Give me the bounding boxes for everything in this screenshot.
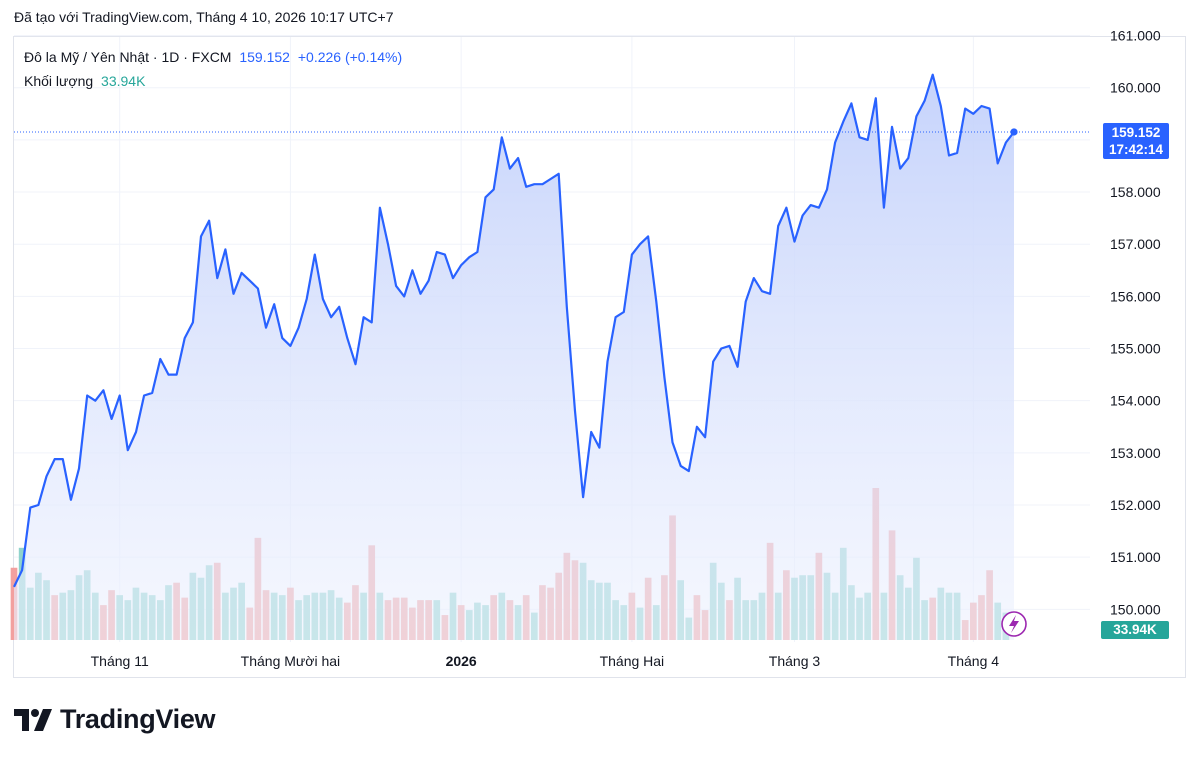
y-tick-label: 153.000 — [1110, 445, 1161, 461]
y-tick-label: 152.000 — [1110, 497, 1161, 513]
tradingview-logo[interactable]: TradingView — [14, 704, 216, 735]
y-tick-label: 161.000 — [1110, 28, 1161, 44]
lightning-icon[interactable] — [1001, 611, 1027, 637]
symbol-name[interactable]: Đô la Mỹ / Yên Nhật · 1D · FXCM — [24, 49, 232, 65]
x-tick-label: Tháng 11 — [91, 653, 149, 669]
volume-value: 33.94K — [101, 73, 146, 89]
last-price-dot — [1010, 128, 1018, 136]
y-tick-label: 160.000 — [1110, 80, 1161, 96]
chart-frame — [13, 36, 1186, 678]
volume-label[interactable]: Khối lượng — [24, 73, 94, 89]
brand-name: TradingView — [60, 704, 216, 734]
volume-legend: Khối lượng 33.94K — [24, 73, 149, 89]
tradingview-logo-icon — [14, 708, 52, 731]
price-tag-countdown: 17:42:14 — [1108, 141, 1164, 157]
y-tick-label: 157.000 — [1110, 236, 1161, 252]
credit-line: Đã tạo với TradingView.com, Tháng 4 10, … — [14, 9, 394, 25]
price-axis: 150.000 151.000 152.000 153.000 154.000 155.0… — [1110, 28, 1161, 618]
y-tick-label: 156.000 — [1110, 288, 1161, 304]
last-price: 159.152 — [239, 49, 290, 65]
x-tick-label: Tháng Hai — [600, 653, 665, 669]
price-line — [13, 73, 1015, 588]
x-tick-label: Tháng 3 — [769, 653, 821, 669]
y-tick-label: 154.000 — [1110, 393, 1161, 409]
price-area-fill — [14, 74, 1014, 640]
y-tick-label: 150.000 — [1110, 601, 1161, 617]
x-tick-label: Tháng 4 — [948, 653, 1000, 669]
price-tag: 159.152 17:42:14 — [1103, 122, 1169, 159]
y-tick-label: 158.000 — [1110, 184, 1161, 200]
price-tag-value: 159.152 — [1111, 124, 1161, 140]
x-tick-label: Tháng Mười hai — [241, 653, 340, 669]
y-tick-label: 151.000 — [1110, 549, 1161, 565]
time-axis: Tháng 11 Tháng Mười hai 2026 Tháng Hai Tháng… — [91, 653, 1000, 669]
y-tick-label: 155.000 — [1110, 341, 1161, 357]
volume-tag: 33.94K — [1101, 621, 1169, 639]
price-change: +0.226 (+0.14%) — [297, 49, 403, 65]
symbol-legend: Đô la Mỹ / Yên Nhật · 1D · FXCM 159.152 … — [24, 49, 406, 65]
x-tick-label: 2026 — [446, 653, 477, 669]
